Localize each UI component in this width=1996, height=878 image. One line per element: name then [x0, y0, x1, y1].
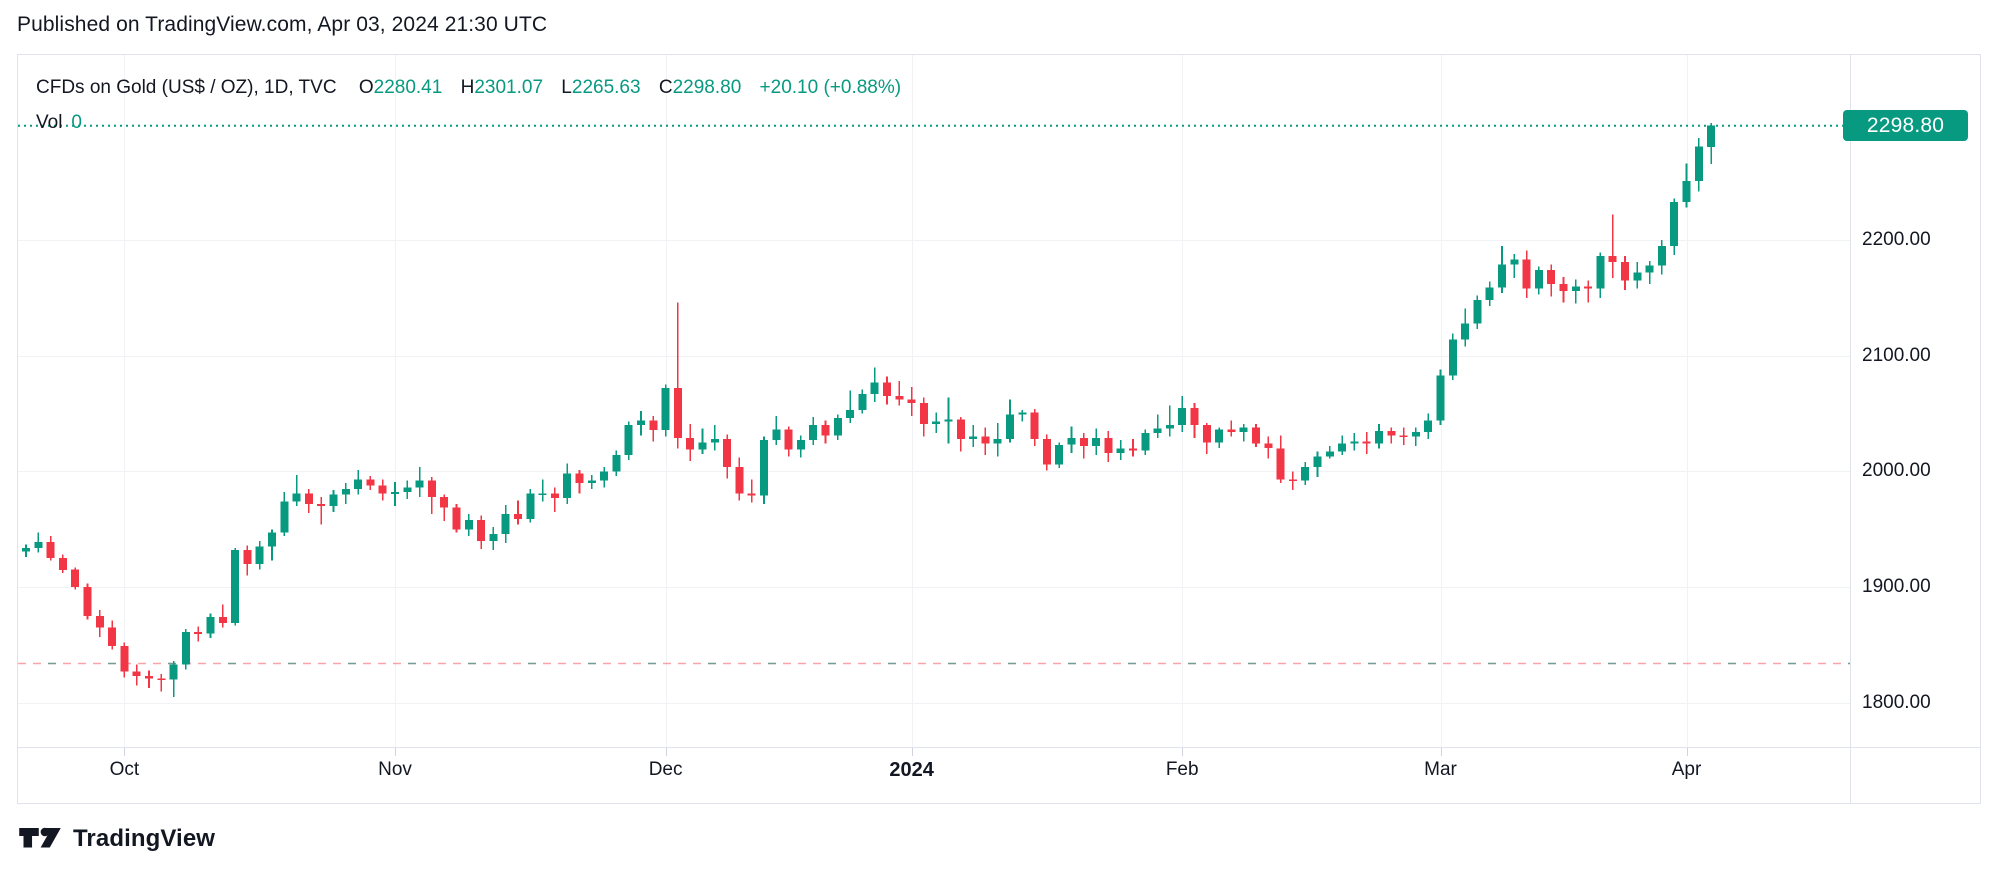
x-axis-label: Feb — [1165, 759, 1199, 780]
y-axis-label: 1900.00 — [1862, 576, 1931, 598]
published-bar: Published on TradingView.com, Apr 03, 20… — [17, 13, 548, 36]
x-axis-label: Oct — [109, 759, 140, 780]
price-axis[interactable] — [1851, 54, 1980, 748]
grid-lines — [18, 55, 1850, 756]
volume-legend[interactable]: Vol 0 — [36, 112, 82, 134]
last-price-label: 2298.80 — [1843, 110, 1968, 142]
chart-legend[interactable]: CFDs on Gold (US$ / OZ), 1D, TVC O2280.4… — [36, 77, 901, 99]
y-axis-label: 1800.00 — [1862, 691, 1931, 713]
x-axis-label: Apr — [1671, 759, 1702, 780]
candles — [22, 123, 1716, 697]
ohlc-close: C2298.80 — [658, 77, 742, 98]
ohlc-low: L2265.63 — [561, 77, 641, 98]
ohlc-open: O2280.41 — [358, 77, 443, 98]
change-value: +20.10 (+0.88%) — [759, 77, 902, 98]
x-axis-label: Nov — [378, 759, 412, 780]
x-axis-label: 2024 — [889, 759, 934, 781]
x-axis-label: Dec — [648, 759, 683, 780]
volume-value: 0 — [71, 112, 82, 133]
volume-label: Vol — [36, 112, 63, 133]
brand-footer[interactable]: TradingView — [18, 824, 215, 854]
ohlc-high: H2301.07 — [460, 77, 544, 98]
y-axis-label: 2200.00 — [1862, 229, 1931, 250]
tradingview-logo-icon — [19, 827, 61, 848]
chart-frame — [17, 54, 1981, 804]
y-axis-label: 2100.00 — [1862, 344, 1931, 366]
x-axis-label: Mar — [1424, 759, 1457, 780]
y-axis-label: 2000.00 — [1862, 460, 1931, 482]
symbol-title: CFDs on Gold (US$ / OZ), 1D, TVC — [36, 77, 337, 98]
brand-wordmark: TradingView — [73, 825, 216, 852]
